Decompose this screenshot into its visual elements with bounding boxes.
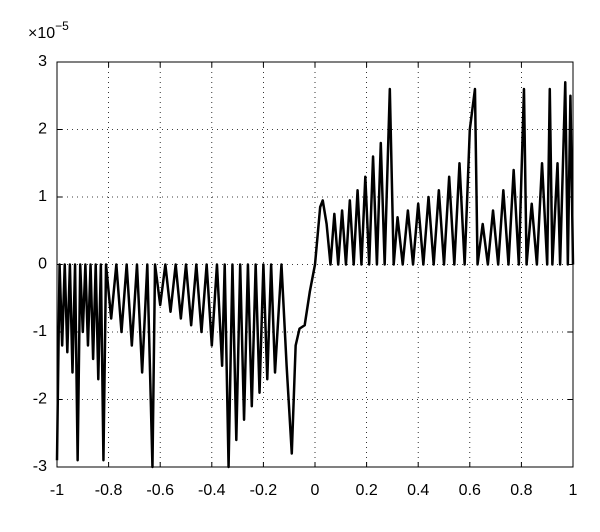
y-tick-label: 3 <box>38 53 47 70</box>
y-tick-label: 0 <box>38 256 47 273</box>
x-tick-label: 0.4 <box>407 482 429 499</box>
x-tick-label: -0.6 <box>146 482 174 499</box>
y-tick-label: -2 <box>33 391 47 408</box>
y-tick-label: 2 <box>38 121 47 138</box>
y-tick-label: -1 <box>33 323 47 340</box>
x-tick-label: 0.8 <box>510 482 532 499</box>
plot-frame <box>56 61 574 468</box>
multiplier-base: ×10 <box>28 25 55 42</box>
axis-multiplier: ×10−5 <box>28 19 69 42</box>
data-line <box>55 81 575 469</box>
x-tick-label: 0 <box>311 482 320 499</box>
x-tick-label: -0.8 <box>95 482 123 499</box>
multiplier-exponent: −5 <box>55 19 69 33</box>
y-tick-label: -3 <box>33 458 47 475</box>
x-tick-label: -0.4 <box>198 482 226 499</box>
x-tick-label: -0.2 <box>250 482 278 499</box>
x-tick-label: 0.6 <box>459 482 481 499</box>
x-tick-label: -1 <box>50 482 64 499</box>
y-tick-label: 1 <box>38 188 47 205</box>
x-tick-label: 1 <box>569 482 578 499</box>
x-tick-label: 0.2 <box>355 482 377 499</box>
